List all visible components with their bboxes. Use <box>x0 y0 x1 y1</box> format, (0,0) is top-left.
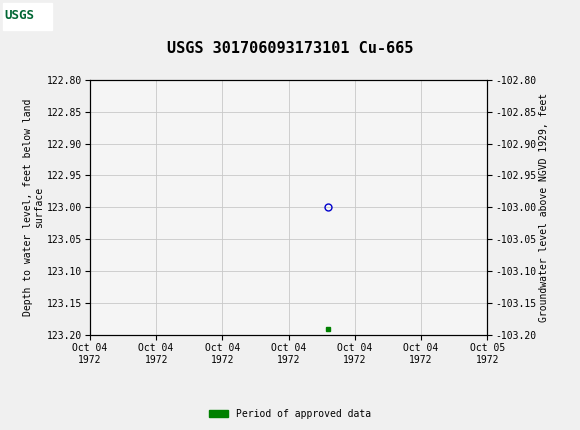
Legend: Period of approved data: Period of approved data <box>205 405 375 423</box>
Y-axis label: Depth to water level, feet below land
surface: Depth to water level, feet below land su… <box>23 99 44 316</box>
FancyBboxPatch shape <box>3 3 52 30</box>
Text: USGS 301706093173101 Cu-665: USGS 301706093173101 Cu-665 <box>167 41 413 56</box>
Y-axis label: Groundwater level above NGVD 1929, feet: Groundwater level above NGVD 1929, feet <box>539 93 549 322</box>
Text: USGS: USGS <box>5 9 35 22</box>
